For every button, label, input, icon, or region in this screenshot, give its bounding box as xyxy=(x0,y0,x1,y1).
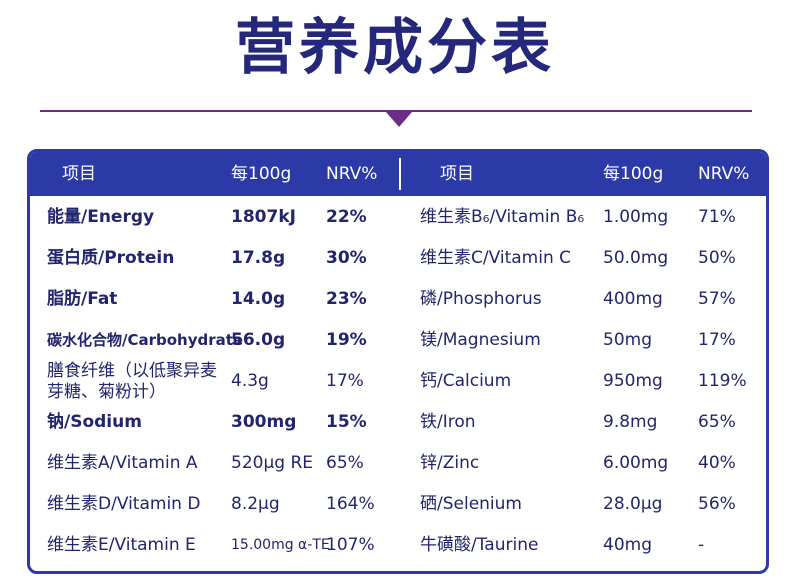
nutrient-name: 钙/Calcium xyxy=(420,371,512,391)
nutrient-value: 14.0g xyxy=(231,289,286,309)
header-item-right: 项目 xyxy=(440,164,474,184)
nutrient-name: 维生素D/Vitamin D xyxy=(47,494,201,514)
table-row: 锌/Zinc 6.00mg 40% xyxy=(402,443,766,484)
header-item-left: 项目 xyxy=(62,164,96,184)
nutrient-nrv: 65% xyxy=(326,453,364,473)
header-per100-right: 每100g xyxy=(603,164,664,184)
nutrient-nrv: 119% xyxy=(698,371,747,391)
table-row: 磷/Phosphorus 400mg 57% xyxy=(402,279,766,320)
nutrient-nrv: 107% xyxy=(326,535,375,555)
nutrient-name: 牛磺酸/Taurine xyxy=(420,535,539,555)
nutrient-nrv: 17% xyxy=(326,371,364,391)
nutrient-name: 脂肪/Fat xyxy=(47,289,118,309)
nutrient-nrv: 56% xyxy=(698,494,736,514)
nutrient-name: 锌/Zinc xyxy=(420,453,480,473)
nutrient-value: 9.8mg xyxy=(603,412,658,432)
nutrient-value: 1.00mg xyxy=(603,207,669,227)
title-divider xyxy=(40,110,752,112)
table-row: 能量/Energy 1807kJ 22% xyxy=(30,197,400,238)
nutrient-nrv: 71% xyxy=(698,207,736,227)
nutrient-nrv: 65% xyxy=(698,412,736,432)
header-separator xyxy=(399,158,401,190)
table-row: 维生素B₆/Vitamin B₆ 1.00mg 71% xyxy=(402,197,766,238)
table-row: 维生素E/Vitamin E 15.00mg α-TE 107% xyxy=(30,525,400,566)
nutrient-name: 维生素E/Vitamin E xyxy=(47,535,196,555)
nutrient-value: 300mg xyxy=(231,412,297,432)
down-triangle-icon xyxy=(386,112,412,127)
table-row: 碳水化合物/Carbohydrate 56.0g 19% xyxy=(30,320,400,361)
nutrient-name: 硒/Selenium xyxy=(420,494,522,514)
nutrient-value: 8.2µg xyxy=(231,494,280,514)
nutrient-name: 膳食纤维（以低聚异麦芽糖、菊粉计） xyxy=(47,361,217,402)
nutrient-value: 28.0µg xyxy=(603,494,663,514)
table-row: 硒/Selenium 28.0µg 56% xyxy=(402,484,766,525)
nutrient-value: 50.0mg xyxy=(603,248,669,268)
header-per100-left: 每100g xyxy=(231,164,292,184)
table-header: 项目 每100g NRV% 项目 每100g NRV% xyxy=(30,152,766,196)
nutrient-nrv: 40% xyxy=(698,453,736,473)
nutrient-value: 56.0g xyxy=(231,330,286,350)
table-row: 牛磺酸/Taurine 40mg - xyxy=(402,525,766,566)
nutrient-nrv: - xyxy=(698,535,705,555)
nutrient-value: 4.3g xyxy=(231,371,269,391)
table-row: 维生素C/Vitamin C 50.0mg 50% xyxy=(402,238,766,279)
nutrient-name: 维生素A/Vitamin A xyxy=(47,453,198,473)
table-row: 钠/Sodium 300mg 15% xyxy=(30,402,400,443)
nutrient-nrv: 22% xyxy=(326,207,367,227)
nutrient-name: 铁/Iron xyxy=(420,412,476,432)
nutrient-nrv: 30% xyxy=(326,248,367,268)
page-title: 营养成分表 xyxy=(235,13,555,83)
nutrient-name: 维生素C/Vitamin C xyxy=(420,248,571,268)
table-row: 镁/Magnesium 50mg 17% xyxy=(402,320,766,361)
nutrient-nrv: 19% xyxy=(326,330,367,350)
nutrient-name: 碳水化合物/Carbohydrate xyxy=(47,331,244,349)
nutrient-value: 6.00mg xyxy=(603,453,669,473)
nutrient-value: 17.8g xyxy=(231,248,286,268)
table-row: 维生素A/Vitamin A 520µg RE 65% xyxy=(30,443,400,484)
nutrient-value: 15.00mg α-TE xyxy=(231,537,330,553)
nutrient-value: 1807kJ xyxy=(231,207,296,227)
nutrient-name: 能量/Energy xyxy=(47,207,155,227)
nutrient-nrv: 17% xyxy=(698,330,736,350)
nutrient-value: 50mg xyxy=(603,330,652,350)
nutrient-value: 400mg xyxy=(603,289,663,309)
nutrient-name: 镁/Magnesium xyxy=(420,330,541,350)
nutrient-nrv: 15% xyxy=(326,412,367,432)
table-row: 蛋白质/Protein 17.8g 30% xyxy=(30,238,400,279)
nutrient-name: 磷/Phosphorus xyxy=(420,289,542,309)
header-nrv-left: NRV% xyxy=(326,164,378,184)
table-row: 膳食纤维（以低聚异麦芽糖、菊粉计） 4.3g 17% xyxy=(30,361,400,402)
nutrition-table: 项目 每100g NRV% 项目 每100g NRV% 能量/Energy 180… xyxy=(27,149,769,574)
nutrient-name: 维生素B₆/Vitamin B₆ xyxy=(420,207,585,227)
nutrient-nrv: 50% xyxy=(698,248,736,268)
table-row: 维生素D/Vitamin D 8.2µg 164% xyxy=(30,484,400,525)
nutrient-value: 950mg xyxy=(603,371,663,391)
nutrient-value: 40mg xyxy=(603,535,652,555)
table-row: 钙/Calcium 950mg 119% xyxy=(402,361,766,402)
header-nrv-right: NRV% xyxy=(698,164,750,184)
table-row: 脂肪/Fat 14.0g 23% xyxy=(30,279,400,320)
nutrient-value: 520µg RE xyxy=(231,453,314,473)
nutrient-name: 蛋白质/Protein xyxy=(47,248,175,268)
nutrient-name: 钠/Sodium xyxy=(47,412,142,432)
nutrient-nrv: 57% xyxy=(698,289,736,309)
nutrient-nrv: 23% xyxy=(326,289,367,309)
nutrient-nrv: 164% xyxy=(326,494,375,514)
table-row: 铁/Iron 9.8mg 65% xyxy=(402,402,766,443)
